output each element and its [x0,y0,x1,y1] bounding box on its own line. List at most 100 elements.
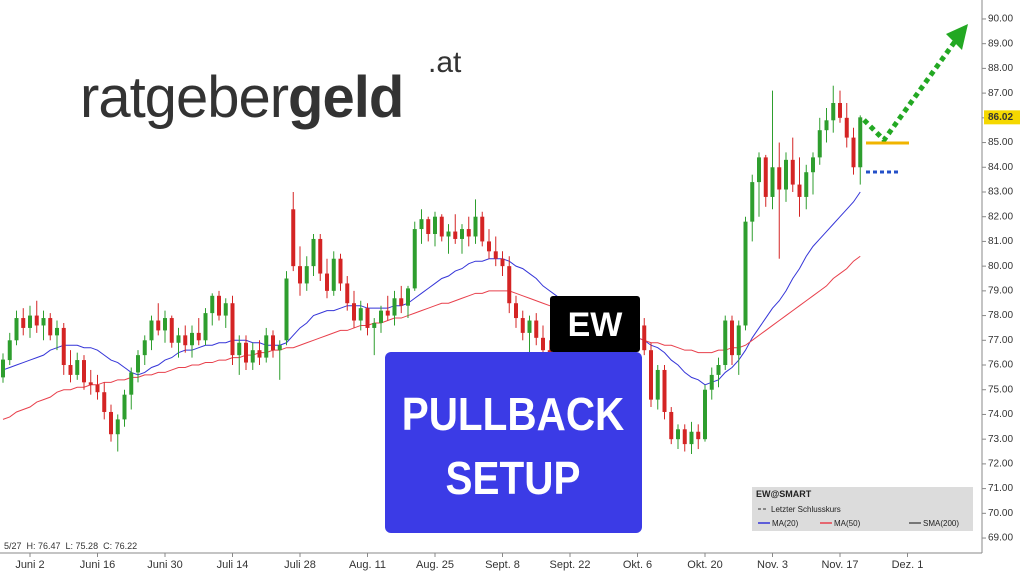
projection-arrowhead [946,24,968,50]
candle-body [196,332,201,341]
setup-box [385,352,642,533]
candle-body [743,221,748,326]
y-tick-label: 89.00 [988,38,1013,49]
candle-body [21,318,26,328]
candle-body [34,315,39,326]
y-tick-label: 79.00 [988,285,1013,296]
candle-body [406,288,410,306]
y-tick-label: 78.00 [988,310,1013,321]
candle-body [392,298,397,316]
y-tick-label: 88.00 [988,63,1013,74]
candle-body [203,313,208,341]
candle-body [858,117,863,168]
candle-body [676,429,680,440]
candle-body [115,419,120,435]
candle-body [784,159,788,190]
ma-line [2,191,861,386]
y-tick-label: 83.00 [988,187,1013,198]
candle-body [102,392,107,412]
candle-body [41,318,46,326]
candle-body [142,340,147,356]
status-text: 5/27 H: 76.47 L: 75.28 C: 76.22 [4,541,137,551]
candle-body [61,327,66,366]
candle-body [709,374,714,390]
logo-main: ratgeber [80,65,289,130]
legend-entry: MA(50) [834,519,861,528]
y-tick-label: 76.00 [988,360,1013,371]
candle-body [399,298,404,306]
candle-body [82,360,86,383]
x-tick-label: Juni 16 [80,559,115,571]
candle-body [696,431,701,440]
candle-body [379,310,383,323]
candle-body [736,325,741,356]
candle-body [703,389,707,440]
x-tick-label: Nov. 3 [757,559,788,571]
y-tick-label: 87.00 [988,88,1013,99]
candle-body [190,332,194,346]
logo-suffix: .at [428,46,462,79]
y-tick-label: 77.00 [988,335,1013,346]
candle-body [95,384,100,393]
x-tick-label: Juli 28 [284,559,316,571]
candle-body [68,365,73,375]
x-tick-label: Juni 30 [147,559,182,571]
candle-body [473,216,478,237]
candle-body [419,219,424,230]
y-tick-label: 90.00 [988,14,1013,25]
candle-body [210,295,215,314]
candle-body [831,103,836,121]
candle-body [514,303,518,319]
x-tick-label: Okt. 6 [623,559,652,571]
candle-body [28,315,32,328]
legend-items: MA(20) MA(50) [758,519,861,528]
x-tick-label: Aug. 11 [349,559,386,571]
candle-body [426,219,431,235]
candle-body [7,340,12,361]
ma-line [2,255,861,420]
setup-text-2: SETUP [446,454,581,505]
candle-body [730,320,734,356]
candle-body [291,209,296,267]
candle-body [264,335,269,358]
candle-body [669,411,674,440]
x-tick-label: Dez. 1 [892,559,924,571]
candle-body [298,266,302,284]
y-tick-label: 84.00 [988,162,1013,173]
legend-entry: MA(20) [772,519,799,528]
candle-body [790,159,795,185]
candle-body [136,355,140,373]
candle-body [271,335,275,351]
candle-body [88,382,93,385]
candle-body [48,318,53,336]
candle-body [662,369,667,412]
x-tick-label: Okt. 20 [687,559,722,571]
y-tick-label: 70.00 [988,508,1013,519]
candle-body [750,182,755,222]
candle-body [520,318,525,333]
setup-text-1: PULLBACK [402,390,625,441]
y-tick-label: 80.00 [988,261,1013,272]
legend-entry: SMA(200) [923,519,959,528]
projection-arrow [862,38,959,144]
candle-body [284,278,289,341]
logo: ratgebergeld [80,65,403,130]
candle-body [169,318,174,343]
legend-entry: Letzter Schlusskurs [771,505,841,514]
candle-body [365,308,370,328]
candle-body [75,360,80,375]
candle-body [244,342,248,363]
candle-body [372,322,377,328]
y-tick-label: 72.00 [988,459,1013,470]
y-tick-label: 74.00 [988,409,1013,420]
candle-body [230,303,235,356]
candle-body [642,325,647,351]
candle-body [493,251,498,259]
x-tick-label: Juni 2 [15,559,44,571]
candle-body [682,429,687,445]
candle-body [811,157,815,173]
ew-text: EW [568,306,624,344]
candle-body [716,365,721,375]
candle-body [345,283,350,304]
y-tick-label: 85.00 [988,137,1013,148]
